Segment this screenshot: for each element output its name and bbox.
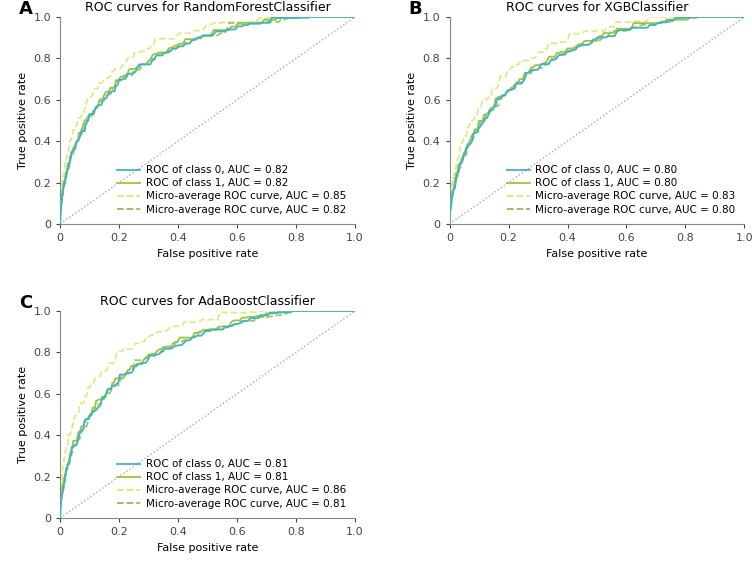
Legend: ROC of class 0, AUC = 0.80, ROC of class 1, AUC = 0.80, Micro-average ROC curve,: ROC of class 0, AUC = 0.80, ROC of class… — [502, 161, 739, 219]
Text: C: C — [19, 294, 32, 312]
Y-axis label: True positive rate: True positive rate — [407, 72, 417, 169]
Text: B: B — [408, 1, 422, 19]
Title: ROC curves for RandomForestClassifier: ROC curves for RandomForestClassifier — [85, 1, 331, 14]
Title: ROC curves for AdaBoostClassifier: ROC curves for AdaBoostClassifier — [100, 296, 315, 309]
Y-axis label: True positive rate: True positive rate — [18, 366, 28, 463]
Legend: ROC of class 0, AUC = 0.81, ROC of class 1, AUC = 0.81, Micro-average ROC curve,: ROC of class 0, AUC = 0.81, ROC of class… — [114, 455, 350, 513]
Legend: ROC of class 0, AUC = 0.82, ROC of class 1, AUC = 0.82, Micro-average ROC curve,: ROC of class 0, AUC = 0.82, ROC of class… — [114, 161, 350, 219]
Title: ROC curves for XGBClassifier: ROC curves for XGBClassifier — [506, 1, 688, 14]
Text: A: A — [19, 1, 33, 19]
Y-axis label: True positive rate: True positive rate — [18, 72, 28, 169]
X-axis label: False positive rate: False positive rate — [157, 248, 259, 258]
X-axis label: False positive rate: False positive rate — [546, 248, 647, 258]
X-axis label: False positive rate: False positive rate — [157, 543, 259, 552]
